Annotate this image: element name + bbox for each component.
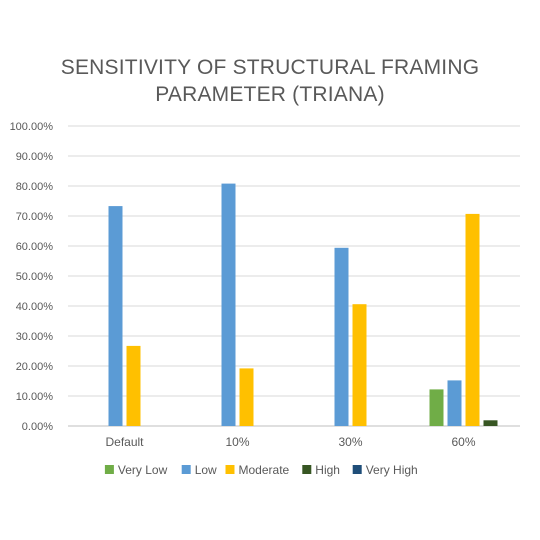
x-tick-label: Default (105, 435, 144, 449)
y-tick-label: 70.00% (16, 211, 54, 223)
y-tick-label: 20.00% (16, 361, 54, 373)
y-tick-label: 100.00% (10, 121, 54, 133)
y-tick-label: 40.00% (16, 301, 54, 313)
legend-swatch (225, 465, 235, 474)
y-tick-label: 30.00% (16, 331, 54, 343)
x-axis-ticks: Default 10% 30% 60% (105, 435, 475, 449)
bar-moderate (239, 368, 254, 426)
bar-moderate (465, 213, 480, 426)
bar-low (221, 183, 236, 426)
bar-low (447, 380, 462, 426)
legend-label: Moderate (239, 463, 290, 477)
bar-low (108, 206, 123, 426)
bar-moderate (126, 345, 141, 426)
legend-swatch (104, 465, 114, 474)
y-tick-label: 50.00% (16, 271, 54, 283)
y-tick-label: 90.00% (16, 151, 54, 163)
legend-item: Low (181, 463, 217, 477)
y-tick-label: 80.00% (16, 181, 54, 193)
legend-item: Very Low (104, 463, 168, 477)
x-tick-label: 60% (451, 435, 475, 449)
y-tick-label: 60.00% (16, 241, 54, 253)
legend-label: Very High (366, 463, 418, 477)
chart-title-line-2: PARAMETER (TRIANA) (155, 83, 385, 106)
legend-label: Very Low (118, 463, 168, 477)
bars (108, 183, 498, 426)
y-tick-label: 0.00% (22, 421, 53, 433)
legend-item: Very High (352, 463, 418, 477)
chart-title-line-1: SENSITIVITY OF STRUCTURAL FRAMING (60, 56, 480, 79)
y-axis-ticks: 0.00% 10.00% 20.00% 30.00% 40.00% 50.00% 60.00… (10, 121, 54, 433)
bar-very-low (429, 389, 444, 426)
y-tick-label: 10.00% (16, 391, 54, 403)
bar-moderate (352, 304, 367, 426)
x-tick-label: 30% (338, 435, 362, 449)
legend-item: Moderate (225, 463, 290, 477)
legend-label: Low (195, 463, 217, 477)
bar-high (483, 420, 498, 426)
legend-swatch (352, 465, 362, 474)
legend-swatch (302, 465, 312, 474)
x-tick-label: 10% (225, 435, 249, 449)
legend-label: High (315, 463, 340, 477)
legend-item: High (302, 463, 340, 477)
gridlines (68, 125, 520, 427)
legend: Very Low Low Moderate High Very High (104, 463, 418, 477)
bar-low (334, 247, 349, 426)
legend-swatch (181, 465, 191, 474)
